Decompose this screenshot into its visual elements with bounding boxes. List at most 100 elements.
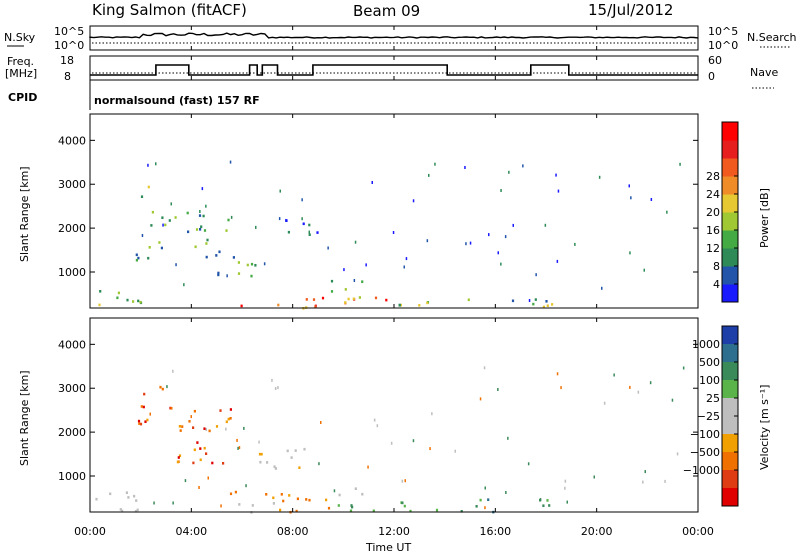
echo-cell <box>556 259 559 263</box>
echo-cell <box>199 458 202 462</box>
echo-cell <box>172 501 174 505</box>
echo-cell <box>217 271 220 275</box>
freq-trace <box>90 64 698 76</box>
echo-cell <box>190 415 192 419</box>
echo-cell <box>258 452 262 456</box>
echo-cell <box>205 428 207 431</box>
velocity-panel: Slant Range [km] 1000 2000 3000 4000 1000 50… <box>18 317 771 514</box>
echo-cell <box>464 166 466 169</box>
colorbar-tick-label: 4 <box>713 278 720 291</box>
echo-cell <box>175 263 177 267</box>
echo-cell <box>217 273 220 277</box>
freq-label-line1: Freq. <box>7 55 34 68</box>
echo-cell <box>205 452 208 455</box>
nsky-label: N.Sky <box>4 31 36 44</box>
echo-cell <box>125 491 128 494</box>
echo-cell <box>352 297 355 301</box>
echo-cell <box>279 189 281 193</box>
colorbar-swatch <box>722 248 738 267</box>
echo-cell <box>243 426 245 430</box>
echo-cell <box>99 290 102 293</box>
echo-cell <box>338 493 341 497</box>
echo-cell <box>512 223 514 227</box>
colorbar-tick-label: 16 <box>706 224 720 237</box>
echo-cell <box>277 386 279 390</box>
echo-cell <box>159 385 162 389</box>
nave-tick-bottom: 0 <box>708 70 715 83</box>
echo-cell <box>274 387 277 390</box>
echo-cell <box>288 494 291 497</box>
echo-cell <box>354 240 357 244</box>
colorbar-swatch <box>722 362 738 381</box>
echo-cell <box>287 230 290 234</box>
echo-cell <box>522 164 524 168</box>
echo-cell <box>650 198 653 201</box>
echo-cell <box>161 387 164 391</box>
echo-cell <box>199 210 201 213</box>
echo-cell <box>109 492 112 496</box>
echo-cell <box>260 452 263 456</box>
echo-cell <box>179 429 182 432</box>
echo-cell <box>132 300 135 303</box>
echo-cell <box>343 268 345 272</box>
echo-cell <box>467 298 470 302</box>
echo-cell <box>215 254 218 257</box>
echo-cell <box>144 420 147 423</box>
echo-cell <box>361 280 364 283</box>
colorbar-swatch <box>722 176 738 195</box>
echo-cell <box>146 418 149 422</box>
echo-cell <box>426 239 429 243</box>
xtick-label: 00:00 <box>74 525 106 538</box>
echo-cell <box>361 492 364 496</box>
echo-cell <box>367 465 369 469</box>
echo-cell <box>401 501 404 505</box>
cpid-row: CPID normalsound (fast) 157 RF <box>8 80 260 110</box>
power-panel: Slant Range [km] 1000 2000 3000 4000 4 8 12 16… <box>18 113 771 310</box>
echo-cell <box>225 229 228 232</box>
echo-cell <box>95 497 98 501</box>
echo-cell <box>164 223 167 227</box>
echo-cell <box>564 486 566 490</box>
ytick-label: 1000 <box>58 266 86 279</box>
echo-cell <box>271 378 273 382</box>
echo-cell <box>643 268 645 272</box>
echo-cell <box>347 297 350 301</box>
echo-cell <box>330 290 334 293</box>
echo-cell <box>333 489 336 493</box>
echo-cell <box>500 189 502 192</box>
echo-cell <box>258 440 260 444</box>
echo-cell <box>564 479 567 483</box>
echo-cell <box>325 498 328 502</box>
colorbar-tick-label: 20 <box>706 206 720 219</box>
echo-cell <box>546 499 549 502</box>
colorbar-swatch <box>722 284 738 303</box>
echo-cell <box>219 409 222 412</box>
colorbar-swatch <box>722 380 738 399</box>
echo-cell <box>504 235 507 239</box>
velocity-colorbar-label: Velocity [m s⁻¹] <box>758 385 771 470</box>
echo-cell <box>527 462 530 466</box>
echo-cell <box>199 447 202 450</box>
echo-cell <box>483 366 486 370</box>
echo-cell <box>263 262 266 266</box>
echo-cell <box>534 298 537 301</box>
echo-cell <box>237 261 240 264</box>
echo-cell <box>186 211 189 215</box>
echo-cell <box>254 264 257 267</box>
ytick-label: 4000 <box>58 338 86 351</box>
echo-cell <box>511 299 515 303</box>
echo-cell <box>172 369 174 373</box>
echo-cell <box>475 505 478 508</box>
echo-cell <box>272 502 275 505</box>
echo-cell <box>488 233 490 237</box>
echo-cell <box>644 470 646 474</box>
echo-cell <box>546 304 549 307</box>
echo-cell <box>308 230 310 234</box>
echo-cell <box>192 461 195 465</box>
ytick-label: 3000 <box>58 382 86 395</box>
echo-cell <box>301 198 303 202</box>
power-colorbar-label: Power [dB] <box>758 188 771 248</box>
echo-cell <box>327 246 329 250</box>
echo-cell <box>671 398 674 402</box>
echo-cell <box>196 441 199 444</box>
